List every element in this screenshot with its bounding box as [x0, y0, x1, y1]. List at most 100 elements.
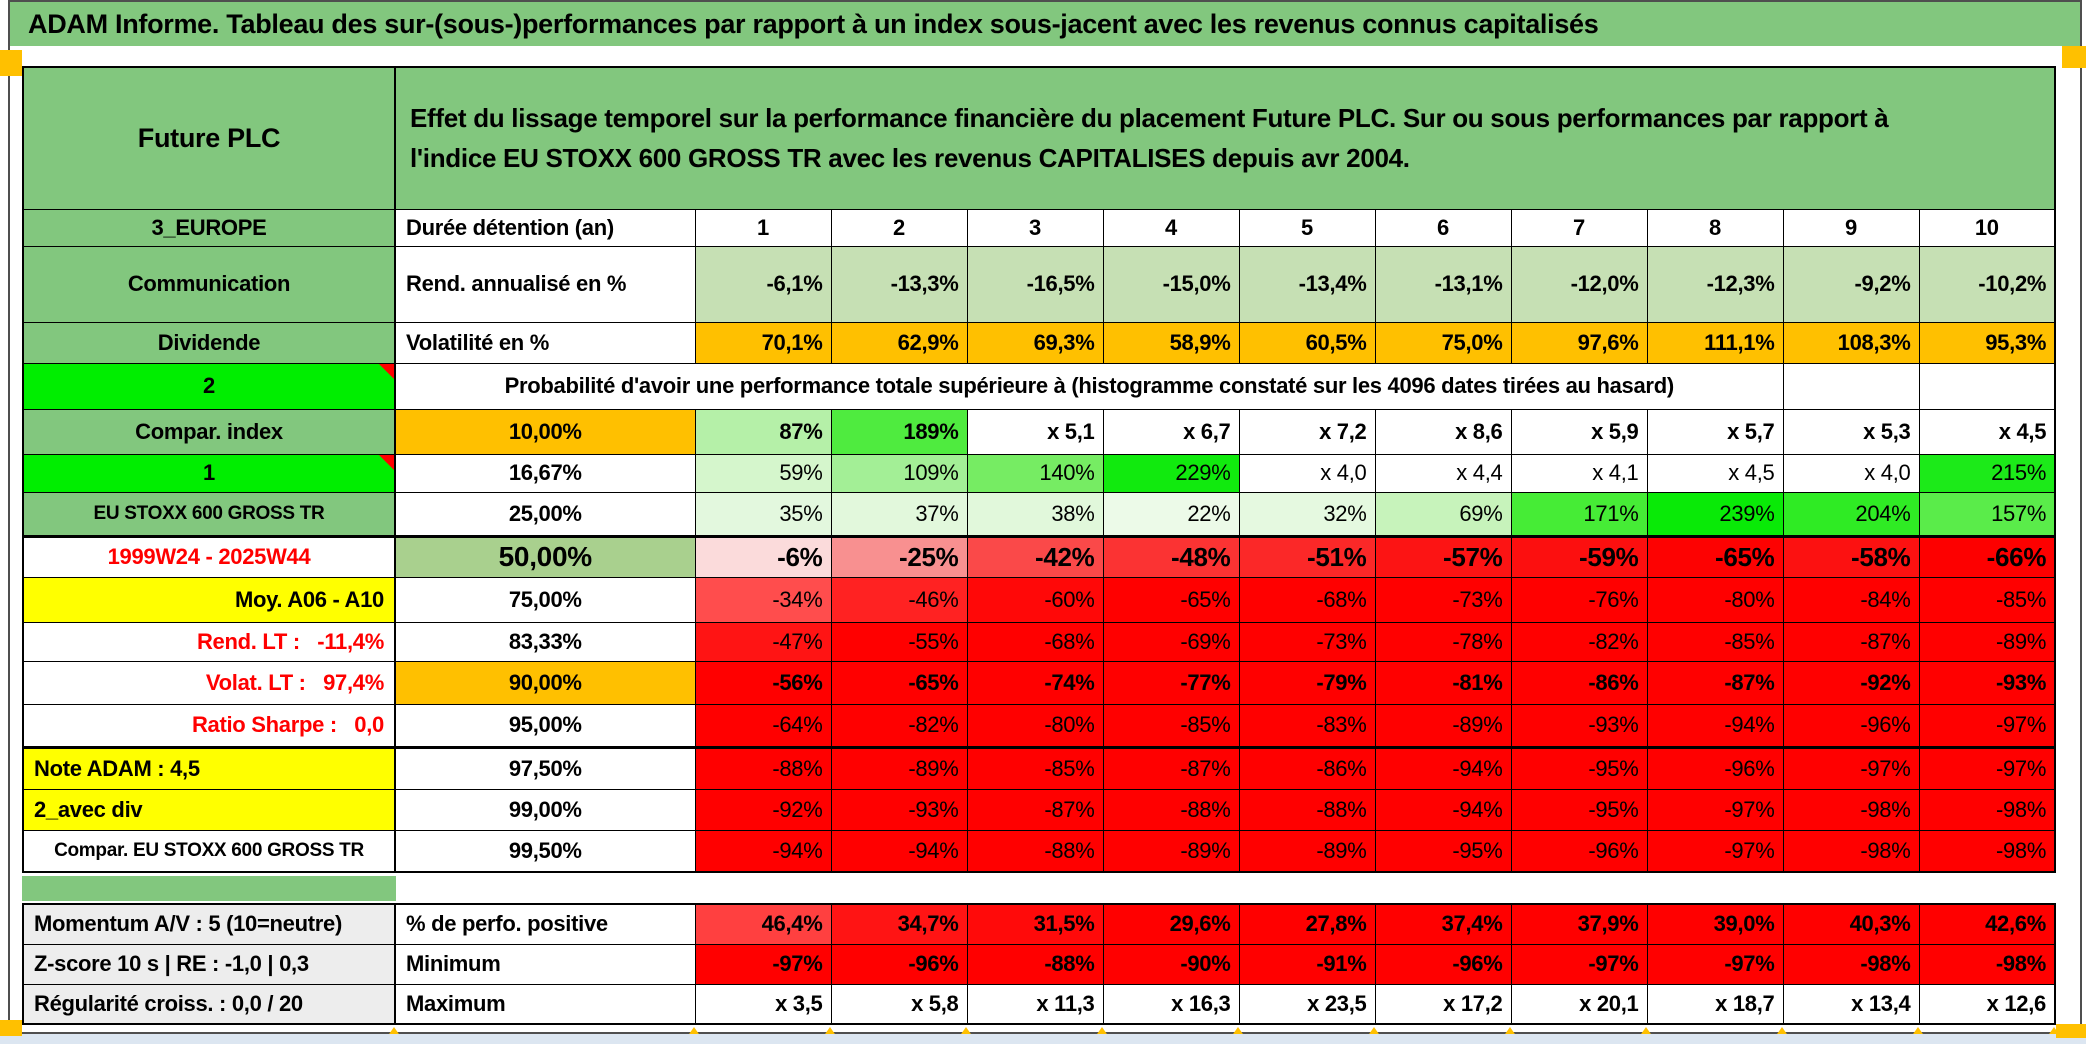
data-cell[interactable]: -80%	[966, 703, 1104, 748]
data-cell[interactable]: -94%	[1374, 788, 1512, 831]
data-cell[interactable]: -13,4%	[1238, 245, 1376, 323]
data-cell[interactable]: 75,0%	[1374, 321, 1512, 364]
data-cell[interactable]: -12,3%	[1646, 245, 1784, 323]
data-cell[interactable]: x 4,0	[1782, 453, 1920, 493]
data-cell[interactable]: -87%	[966, 788, 1104, 831]
data-cell[interactable]: -97%	[1646, 943, 1784, 985]
data-cell[interactable]: 95,3%	[1918, 321, 2056, 364]
row-label-cell[interactable]: Compar. EU STOXX 600 GROSS TR	[22, 829, 396, 873]
data-cell[interactable]: 6	[1374, 208, 1512, 247]
data-cell[interactable]: x 4,5	[1918, 408, 2056, 455]
data-cell[interactable]: 10	[1918, 208, 2056, 247]
metric-label-cell[interactable]: Durée détention (an)	[394, 208, 696, 247]
data-cell[interactable]: 62,9%	[830, 321, 968, 364]
data-cell[interactable]: x 6,7	[1102, 408, 1240, 455]
data-cell[interactable]: -97%	[1646, 788, 1784, 831]
row-label-cell[interactable]: Dividende	[22, 321, 396, 364]
data-cell[interactable]: 87%	[694, 408, 832, 455]
data-cell[interactable]: -88%	[966, 829, 1104, 873]
data-cell[interactable]: -46%	[830, 576, 968, 623]
row-label-cell[interactable]: Régularité croiss. : 0,0 / 20	[22, 983, 396, 1025]
data-cell[interactable]: 111,1%	[1646, 321, 1784, 364]
row-label-cell[interactable]: Volat. LT : 97,4%	[22, 660, 396, 705]
data-cell[interactable]: -68%	[966, 621, 1104, 662]
data-cell[interactable]: -15,0%	[1102, 245, 1240, 323]
data-cell[interactable]: -82%	[1510, 621, 1648, 662]
data-cell[interactable]: -87%	[1782, 621, 1920, 662]
data-cell[interactable]: -84%	[1782, 576, 1920, 623]
data-cell[interactable]: -90%	[1102, 943, 1240, 985]
empty-cell[interactable]	[1782, 362, 1920, 410]
data-cell[interactable]: 5	[1238, 208, 1376, 247]
data-cell[interactable]: -89%	[830, 745, 968, 790]
data-cell[interactable]: x 13,4	[1782, 983, 1920, 1025]
data-cell[interactable]: -10,2%	[1918, 245, 2056, 323]
metric-label-cell[interactable]: 99,00%	[394, 788, 696, 831]
data-cell[interactable]: -55%	[830, 621, 968, 662]
data-cell[interactable]: -85%	[1646, 621, 1784, 662]
data-cell[interactable]: -89%	[1918, 621, 2056, 662]
data-cell[interactable]: -89%	[1238, 829, 1376, 873]
metric-label-cell[interactable]: 83,33%	[394, 621, 696, 662]
data-cell[interactable]: -60%	[966, 576, 1104, 623]
data-cell[interactable]: 42,6%	[1918, 903, 2056, 945]
data-cell[interactable]: 70,1%	[694, 321, 832, 364]
data-cell[interactable]: -13,3%	[830, 245, 968, 323]
data-cell[interactable]: -97%	[1646, 829, 1784, 873]
data-cell[interactable]: -86%	[1510, 660, 1648, 705]
data-cell[interactable]: -97%	[1918, 745, 2056, 790]
data-cell[interactable]: -74%	[966, 660, 1104, 705]
row-label-cell[interactable]: 3_EUROPE	[22, 208, 396, 247]
data-cell[interactable]: 97,6%	[1510, 321, 1648, 364]
data-cell[interactable]: 8	[1646, 208, 1784, 247]
data-cell[interactable]: -96%	[1646, 745, 1784, 790]
data-cell[interactable]: 37,4%	[1374, 903, 1512, 945]
data-cell[interactable]: x 8,6	[1374, 408, 1512, 455]
data-cell[interactable]: 189%	[830, 408, 968, 455]
data-cell[interactable]: 7	[1510, 208, 1648, 247]
data-cell[interactable]: 60,5%	[1238, 321, 1376, 364]
data-cell[interactable]: -97%	[1510, 943, 1648, 985]
data-cell[interactable]: -98%	[1918, 829, 2056, 873]
data-cell[interactable]: -94%	[694, 829, 832, 873]
data-cell[interactable]: -85%	[1918, 576, 2056, 623]
data-cell[interactable]: -78%	[1374, 621, 1512, 662]
data-cell[interactable]: -66%	[1918, 534, 2056, 578]
data-cell[interactable]: -42%	[966, 534, 1104, 578]
data-cell[interactable]: -98%	[1918, 943, 2056, 985]
data-cell[interactable]: 35%	[694, 491, 832, 537]
data-cell[interactable]: -88%	[694, 745, 832, 790]
data-cell[interactable]: -95%	[1510, 788, 1648, 831]
data-cell[interactable]: 229%	[1102, 453, 1240, 493]
metric-label-cell[interactable]: 75,00%	[394, 576, 696, 623]
data-cell[interactable]: -51%	[1238, 534, 1376, 578]
data-cell[interactable]: -68%	[1238, 576, 1376, 623]
data-cell[interactable]: -57%	[1374, 534, 1512, 578]
data-cell[interactable]: -77%	[1102, 660, 1240, 705]
data-cell[interactable]: -94%	[830, 829, 968, 873]
data-cell[interactable]: -94%	[1374, 745, 1512, 790]
data-cell[interactable]: -94%	[1646, 703, 1784, 748]
data-cell[interactable]: 38%	[966, 491, 1104, 537]
data-cell[interactable]: -97%	[1782, 745, 1920, 790]
row-label-cell[interactable]: 1999W24 - 2025W44	[22, 534, 396, 578]
metric-label-cell[interactable]: 90,00%	[394, 660, 696, 705]
data-cell[interactable]: x 3,5	[694, 983, 832, 1025]
data-cell[interactable]: -65%	[1646, 534, 1784, 578]
metric-label-cell[interactable]: 99,50%	[394, 829, 696, 873]
data-cell[interactable]: 157%	[1918, 491, 2056, 537]
data-cell[interactable]: -58%	[1782, 534, 1920, 578]
data-cell[interactable]: -91%	[1238, 943, 1376, 985]
row-label-cell[interactable]: Communication	[22, 245, 396, 323]
row-label-cell-with-comment[interactable]: 2	[22, 362, 396, 410]
data-cell[interactable]: -80%	[1646, 576, 1784, 623]
data-cell[interactable]: -98%	[1782, 788, 1920, 831]
data-cell[interactable]: -9,2%	[1782, 245, 1920, 323]
data-cell[interactable]: -96%	[830, 943, 968, 985]
product-name-cell[interactable]: Future PLC	[22, 66, 396, 210]
data-cell[interactable]: -98%	[1782, 943, 1920, 985]
data-cell[interactable]: -96%	[1782, 703, 1920, 748]
row-label-cell[interactable]: Rend. LT : -11,4%	[22, 621, 396, 662]
data-cell[interactable]: -83%	[1238, 703, 1376, 748]
data-cell[interactable]: -89%	[1102, 829, 1240, 873]
